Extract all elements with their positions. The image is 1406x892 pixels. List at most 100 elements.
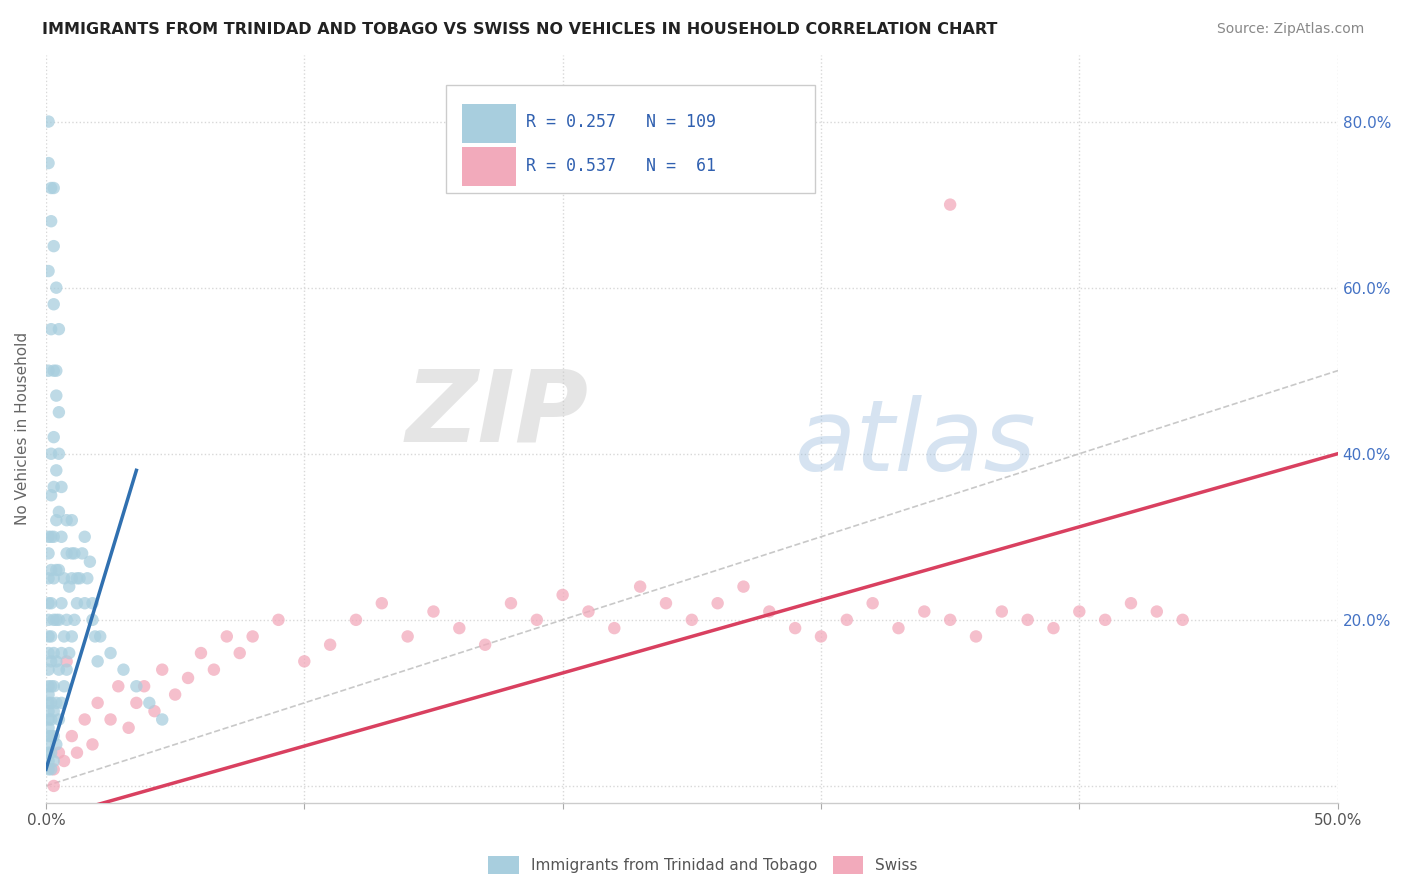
Point: [45, 364, 67, 378]
Y-axis label: No Vehicles in Household: No Vehicles in Household: [15, 332, 30, 525]
Point: [45, 738, 67, 752]
Point: [603, 621, 626, 635]
Point: [39, 746, 62, 760]
Point: [55, 663, 77, 677]
Point: [48, 663, 70, 677]
Point: [177, 671, 200, 685]
Point: [39, 729, 62, 743]
Point: [39, 654, 62, 668]
Point: [371, 596, 394, 610]
Point: [38, 596, 60, 610]
Point: [39, 629, 62, 643]
Point: [89, 629, 111, 643]
Point: [551, 588, 574, 602]
Point: [38, 696, 60, 710]
Point: [42, 181, 65, 195]
Point: [51, 480, 73, 494]
Point: [125, 679, 148, 693]
Point: [785, 621, 807, 635]
Point: [42, 729, 65, 743]
Point: [51, 696, 73, 710]
Point: [38, 746, 60, 760]
Point: [42, 646, 65, 660]
Point: [39, 762, 62, 776]
Point: [53, 571, 76, 585]
Point: [42, 239, 65, 253]
Point: [39, 530, 62, 544]
Point: [73, 530, 96, 544]
Point: [48, 713, 70, 727]
Point: [38, 679, 60, 693]
Point: [79, 555, 101, 569]
Point: [1171, 613, 1194, 627]
Point: [228, 646, 250, 660]
Point: [55, 546, 77, 560]
Point: [38, 613, 60, 627]
Point: [991, 605, 1014, 619]
Point: [242, 629, 264, 643]
Point: [939, 613, 962, 627]
Point: [38, 114, 60, 128]
Point: [60, 629, 83, 643]
Point: [42, 679, 65, 693]
Point: [42, 571, 65, 585]
Point: [143, 704, 166, 718]
Point: [45, 696, 67, 710]
Point: [45, 513, 67, 527]
Point: [38, 364, 60, 378]
Point: [82, 738, 104, 752]
Point: [165, 688, 187, 702]
Point: [1069, 605, 1091, 619]
Point: [82, 596, 104, 610]
Point: [449, 621, 471, 635]
Point: [319, 638, 342, 652]
Point: [267, 613, 290, 627]
Point: [45, 654, 67, 668]
Point: [38, 646, 60, 660]
Point: [396, 629, 419, 643]
Point: [134, 679, 156, 693]
Point: [51, 530, 73, 544]
Point: [758, 605, 780, 619]
Point: [499, 596, 522, 610]
Point: [66, 746, 89, 760]
Point: [38, 530, 60, 544]
Point: [112, 663, 135, 677]
Point: [681, 613, 703, 627]
Point: [38, 688, 60, 702]
Point: [66, 596, 89, 610]
Point: [42, 430, 65, 444]
Point: [39, 447, 62, 461]
Point: [125, 696, 148, 710]
Point: [63, 546, 86, 560]
Point: [100, 713, 122, 727]
Point: [38, 738, 60, 752]
Point: [53, 629, 76, 643]
Point: [138, 696, 160, 710]
Point: [45, 463, 67, 477]
Point: [655, 596, 678, 610]
Point: [69, 571, 91, 585]
Point: [58, 646, 80, 660]
Point: [38, 264, 60, 278]
Point: [190, 646, 212, 660]
Point: [38, 571, 60, 585]
Point: [38, 713, 60, 727]
Point: [48, 613, 70, 627]
Point: [628, 580, 651, 594]
Point: [60, 546, 83, 560]
Point: [55, 654, 77, 668]
Point: [38, 704, 60, 718]
Point: [42, 762, 65, 776]
FancyBboxPatch shape: [446, 85, 814, 194]
Point: [38, 754, 60, 768]
Point: [63, 613, 86, 627]
Point: [39, 696, 62, 710]
Point: [86, 696, 108, 710]
Point: [38, 663, 60, 677]
Point: [48, 405, 70, 419]
Point: [117, 721, 139, 735]
Point: [887, 621, 910, 635]
Point: [39, 563, 62, 577]
Point: [42, 704, 65, 718]
